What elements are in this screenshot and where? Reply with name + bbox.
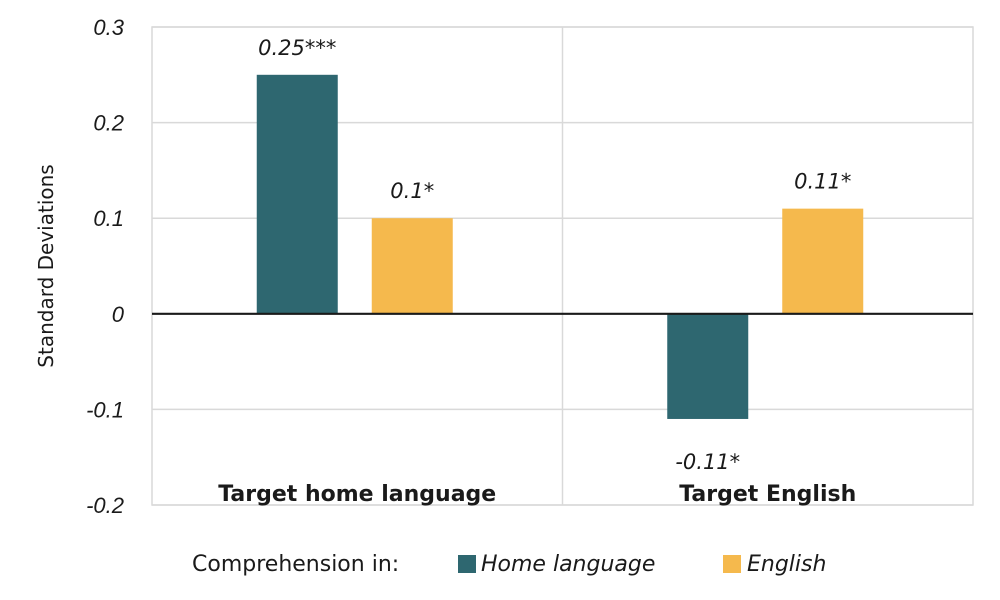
- y-tick-label: 0: [112, 302, 125, 327]
- data-labels: 0.25*** -0.11* 0.1* 0.11*: [258, 36, 851, 474]
- bars: [256, 74, 864, 419]
- bar-english: [371, 218, 453, 314]
- legend: Comprehension in: Home language English: [192, 552, 826, 577]
- legend-swatch-home-language: [458, 555, 476, 573]
- bar-english: [782, 208, 864, 314]
- y-tick-label: -0.2: [86, 493, 124, 518]
- legend-swatch-english: [723, 555, 741, 573]
- data-label: 0.25***: [258, 36, 336, 60]
- y-axis-label: Standard Deviations: [34, 164, 58, 367]
- data-label: 0.1*: [390, 179, 434, 203]
- y-tick-labels: 0.3 0.2 0.1 0 -0.1 -0.2: [86, 15, 125, 518]
- y-tick-label: 0.3: [93, 15, 124, 40]
- category-label: Target English: [679, 482, 856, 507]
- y-tick-label: 0.1: [93, 206, 124, 231]
- y-tick-label: 0.2: [93, 111, 124, 136]
- y-tick-label: -0.1: [86, 397, 124, 422]
- category-label: Target home language: [218, 482, 496, 507]
- category-labels: Target home language Target English: [218, 482, 856, 507]
- legend-label-home-language: Home language: [481, 552, 655, 577]
- data-label: 0.11*: [794, 170, 851, 194]
- legend-title: Comprehension in:: [192, 552, 399, 577]
- bar-home-language: [256, 74, 338, 314]
- data-label: -0.11*: [675, 450, 740, 474]
- legend-label-english: English: [747, 552, 826, 577]
- bar-home-language: [667, 313, 749, 419]
